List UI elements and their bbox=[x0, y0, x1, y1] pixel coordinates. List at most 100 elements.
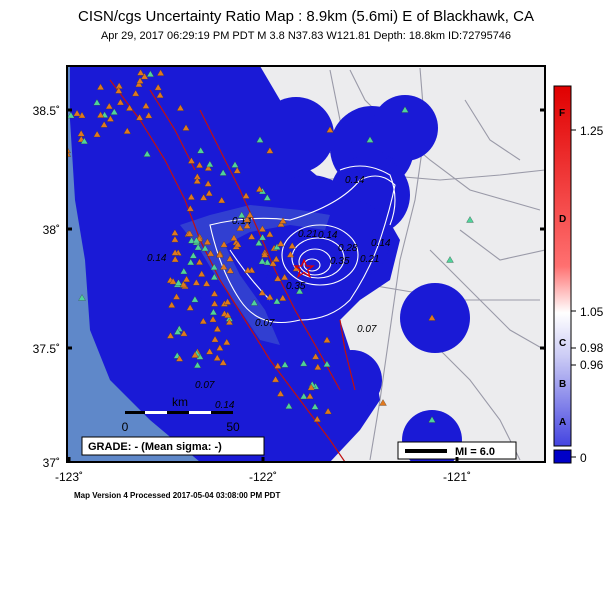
triangle-icon bbox=[186, 304, 194, 311]
triangle-icon bbox=[96, 111, 105, 118]
contour-label: 0.07 bbox=[255, 318, 275, 329]
triangle-icon bbox=[266, 230, 274, 238]
triangle-icon bbox=[258, 257, 266, 265]
triangle-icon bbox=[223, 311, 232, 318]
triangle-icon bbox=[273, 274, 282, 282]
triangle-icon bbox=[196, 146, 205, 154]
fault-lines bbox=[109, 79, 356, 462]
colorbar-letter: A bbox=[559, 417, 566, 428]
triangle-icon bbox=[311, 403, 319, 410]
triangle-icon bbox=[261, 251, 269, 258]
map-frame bbox=[66, 65, 546, 463]
triangle-icon bbox=[193, 361, 202, 369]
contour-label: 0.07 bbox=[195, 380, 215, 391]
triangle-icon bbox=[182, 275, 191, 283]
triangle-icon bbox=[326, 126, 334, 133]
triangle-icon bbox=[213, 354, 221, 361]
triangle-icon bbox=[136, 69, 145, 76]
triangle-icon bbox=[135, 113, 144, 121]
triangle-icon bbox=[266, 147, 274, 154]
contour-label: 0.35 bbox=[330, 256, 350, 267]
triangle-icon bbox=[205, 347, 214, 355]
triangle-icon bbox=[299, 359, 308, 367]
lat-tick-label: 37˚ bbox=[43, 456, 60, 470]
triangle-icon bbox=[279, 217, 287, 224]
triangle-icon bbox=[194, 243, 202, 251]
triangle-icon bbox=[67, 111, 75, 119]
triangle-icon bbox=[242, 192, 250, 199]
triangle-icon bbox=[243, 222, 251, 229]
triangle-icon bbox=[210, 290, 219, 297]
triangle-icon bbox=[203, 238, 212, 245]
triangle-icon bbox=[135, 80, 143, 88]
contour-label: 0.14 bbox=[147, 253, 167, 264]
contour-label: 0.14 bbox=[345, 175, 365, 186]
triangle-icon bbox=[258, 233, 267, 241]
triangle-icon bbox=[110, 108, 119, 115]
triangle-icon bbox=[220, 263, 228, 270]
triangle-icon bbox=[266, 293, 274, 300]
triangle-icon bbox=[230, 234, 238, 241]
triangle-icon bbox=[172, 293, 181, 300]
lat-tick-label: 37.5˚ bbox=[33, 342, 60, 356]
triangle-icon bbox=[171, 255, 179, 263]
triangle-icon bbox=[186, 258, 195, 266]
contour-label: 0.07 bbox=[357, 324, 377, 335]
triangle-icon bbox=[366, 136, 374, 143]
triangle-icon bbox=[219, 169, 227, 176]
triangle-icon bbox=[191, 351, 199, 358]
triangle-icon bbox=[192, 236, 201, 244]
contour-label: 0.14 bbox=[318, 230, 338, 241]
triangle-icon bbox=[258, 225, 267, 232]
scale-unit: km bbox=[172, 395, 188, 409]
triangle-icon bbox=[201, 244, 209, 252]
contour-label: 0.28 bbox=[338, 243, 358, 254]
triangle-icon bbox=[233, 166, 241, 174]
triangle-icon bbox=[300, 392, 308, 400]
triangle-icon bbox=[323, 360, 331, 367]
triangle-icon bbox=[206, 160, 214, 168]
map-area: 0.14 0.14 0.14 0.21 0.28 0.35 0.14 0.21 … bbox=[67, 66, 545, 462]
contour-label: 0.21 bbox=[360, 254, 379, 265]
triangle-icon bbox=[189, 251, 198, 259]
triangle-icon bbox=[216, 251, 224, 258]
triangle-icon bbox=[78, 294, 86, 301]
triangle-icon bbox=[313, 415, 322, 422]
triangle-icon bbox=[216, 344, 224, 351]
colorbar-letter: F bbox=[559, 108, 565, 119]
triangle-icon bbox=[171, 235, 179, 243]
triangle-icon bbox=[279, 294, 287, 301]
triangle-icon bbox=[209, 315, 217, 323]
colorbar-letter: D bbox=[559, 214, 566, 225]
triangle-icon bbox=[379, 399, 387, 406]
triangle-icon bbox=[269, 259, 277, 267]
triangle-icon bbox=[210, 273, 219, 280]
color-bar: F D C B A 1.25 1.05 0.98 0.96 0 bbox=[553, 85, 604, 465]
triangle-icon bbox=[142, 102, 150, 109]
triangle-icon bbox=[171, 229, 179, 236]
colorbar-value: 1.25 bbox=[580, 124, 604, 138]
triangle-icon bbox=[226, 255, 234, 262]
station-markers bbox=[67, 69, 474, 423]
triangle-icon bbox=[166, 332, 175, 339]
triangle-icon bbox=[195, 258, 204, 265]
mi-legend-text: MI = 6.0 bbox=[455, 446, 495, 458]
triangle-icon bbox=[307, 383, 315, 391]
triangle-icon bbox=[223, 298, 232, 305]
triangle-icon bbox=[196, 353, 204, 360]
triangle-icon bbox=[273, 243, 281, 250]
triangle-icon bbox=[174, 279, 183, 286]
triangle-icon bbox=[209, 308, 218, 316]
triangle-icon bbox=[125, 104, 134, 111]
triangle-icon bbox=[199, 193, 208, 201]
triangle-icon bbox=[187, 157, 196, 164]
triangle-icon bbox=[204, 180, 212, 187]
bay-overlay bbox=[180, 205, 330, 345]
triangle-icon bbox=[78, 111, 86, 119]
triangle-icon bbox=[285, 402, 293, 409]
contour-lines bbox=[209, 165, 396, 324]
triangle-icon bbox=[169, 277, 177, 285]
colorbar-letter: B bbox=[559, 379, 566, 390]
lat-tick-label: 38.5˚ bbox=[33, 104, 60, 118]
